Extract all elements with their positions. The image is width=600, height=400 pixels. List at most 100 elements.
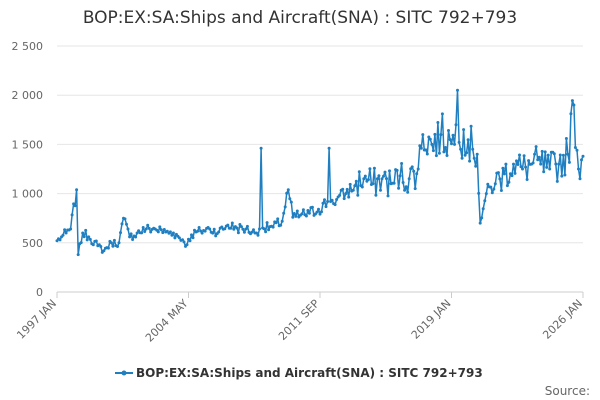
series-point[interactable] bbox=[323, 198, 326, 202]
series-point[interactable] bbox=[481, 207, 485, 211]
series-point[interactable] bbox=[119, 231, 122, 235]
series-point[interactable] bbox=[235, 226, 239, 230]
series-point[interactable] bbox=[496, 171, 500, 175]
series-point[interactable] bbox=[185, 243, 189, 247]
series-point[interactable] bbox=[379, 188, 382, 192]
series-point[interactable] bbox=[561, 153, 565, 157]
series-point[interactable] bbox=[412, 169, 416, 173]
series-point[interactable] bbox=[366, 178, 370, 182]
series-point[interactable] bbox=[407, 177, 411, 181]
series-point[interactable] bbox=[474, 164, 478, 168]
series-point[interactable] bbox=[400, 162, 404, 165]
series-point[interactable] bbox=[431, 149, 435, 153]
series-point[interactable] bbox=[347, 195, 351, 199]
series-point[interactable] bbox=[510, 174, 514, 178]
series-point[interactable] bbox=[401, 181, 405, 184]
series-point[interactable] bbox=[406, 190, 410, 194]
series-point[interactable] bbox=[238, 223, 242, 226]
series-point[interactable] bbox=[457, 140, 461, 144]
legend-series-label[interactable]: BOP:EX:SA:Ships and Aircraft(SNA) : SITC… bbox=[136, 366, 483, 380]
series-point[interactable] bbox=[79, 241, 83, 245]
series-point[interactable] bbox=[371, 182, 375, 186]
series-point[interactable] bbox=[543, 150, 547, 154]
series-point[interactable] bbox=[462, 128, 466, 132]
series-point[interactable] bbox=[123, 217, 127, 221]
series-point[interactable] bbox=[524, 165, 528, 169]
series-point[interactable] bbox=[397, 186, 401, 190]
series-point[interactable] bbox=[144, 227, 148, 231]
source-label[interactable]: Source: bbox=[545, 384, 590, 398]
series-point[interactable] bbox=[437, 151, 441, 155]
series-point[interactable] bbox=[162, 228, 166, 231]
series-point[interactable] bbox=[307, 211, 311, 215]
series-point[interactable] bbox=[566, 152, 570, 156]
series-point[interactable] bbox=[300, 212, 304, 216]
series-point[interactable] bbox=[580, 158, 583, 162]
series-point[interactable] bbox=[483, 199, 487, 203]
series-point[interactable] bbox=[360, 185, 364, 189]
series-point[interactable] bbox=[453, 142, 456, 146]
series-point[interactable] bbox=[444, 146, 447, 149]
series-point[interactable] bbox=[572, 103, 576, 107]
series-point[interactable] bbox=[156, 230, 160, 234]
series-point[interactable] bbox=[564, 137, 568, 140]
series-point[interactable] bbox=[395, 168, 399, 172]
series-point[interactable] bbox=[413, 187, 417, 191]
series-point[interactable] bbox=[540, 149, 544, 153]
series-point[interactable] bbox=[527, 159, 531, 163]
series-point[interactable] bbox=[200, 231, 204, 235]
series-point[interactable] bbox=[159, 228, 163, 232]
series-point[interactable] bbox=[295, 209, 299, 213]
series-point[interactable] bbox=[552, 152, 556, 156]
series-point[interactable] bbox=[182, 240, 186, 244]
series-point[interactable] bbox=[434, 154, 438, 158]
series-point[interactable] bbox=[285, 191, 289, 195]
series-point[interactable] bbox=[250, 230, 254, 234]
series-point[interactable] bbox=[382, 174, 385, 178]
series-point[interactable] bbox=[236, 231, 240, 235]
series-point[interactable] bbox=[190, 233, 193, 237]
series-point[interactable] bbox=[471, 147, 475, 151]
series-point[interactable] bbox=[459, 147, 463, 151]
series-point[interactable] bbox=[454, 123, 458, 127]
series-point[interactable] bbox=[546, 153, 550, 157]
series-point[interactable] bbox=[135, 231, 139, 235]
series-point[interactable] bbox=[245, 224, 249, 228]
series-point[interactable] bbox=[493, 182, 497, 186]
series-point[interactable] bbox=[342, 197, 346, 201]
series-point[interactable] bbox=[212, 227, 216, 231]
series-point[interactable] bbox=[61, 233, 65, 237]
series-point[interactable] bbox=[327, 146, 331, 150]
series-point[interactable] bbox=[439, 133, 443, 137]
series-point[interactable] bbox=[521, 167, 524, 171]
series-point[interactable] bbox=[239, 225, 243, 229]
series-point[interactable] bbox=[161, 231, 165, 235]
series-point[interactable] bbox=[191, 236, 195, 240]
series-point[interactable] bbox=[63, 228, 67, 232]
series-point[interactable] bbox=[143, 230, 147, 233]
series-point[interactable] bbox=[274, 221, 278, 225]
series-point[interactable] bbox=[259, 146, 263, 150]
series-point[interactable] bbox=[456, 88, 459, 92]
series-point[interactable] bbox=[85, 238, 89, 242]
series-point[interactable] bbox=[188, 239, 192, 243]
series-point[interactable] bbox=[512, 162, 515, 166]
series-point[interactable] bbox=[171, 231, 175, 235]
series-point[interactable] bbox=[199, 229, 203, 233]
series-point[interactable] bbox=[415, 172, 419, 176]
series-point[interactable] bbox=[354, 179, 358, 183]
series-point[interactable] bbox=[557, 162, 561, 166]
series-point[interactable] bbox=[469, 124, 473, 128]
series-point[interactable] bbox=[109, 241, 113, 245]
series-point[interactable] bbox=[230, 221, 234, 225]
series-point[interactable] bbox=[466, 138, 470, 142]
series-point[interactable] bbox=[326, 200, 330, 203]
series-point[interactable] bbox=[472, 156, 476, 160]
series-point[interactable] bbox=[320, 210, 323, 214]
series-point[interactable] bbox=[542, 170, 546, 174]
series-point[interactable] bbox=[560, 174, 564, 178]
series-point[interactable] bbox=[388, 169, 391, 173]
series-point[interactable] bbox=[484, 192, 488, 196]
series-point[interactable] bbox=[392, 181, 396, 185]
series-point[interactable] bbox=[267, 228, 271, 232]
